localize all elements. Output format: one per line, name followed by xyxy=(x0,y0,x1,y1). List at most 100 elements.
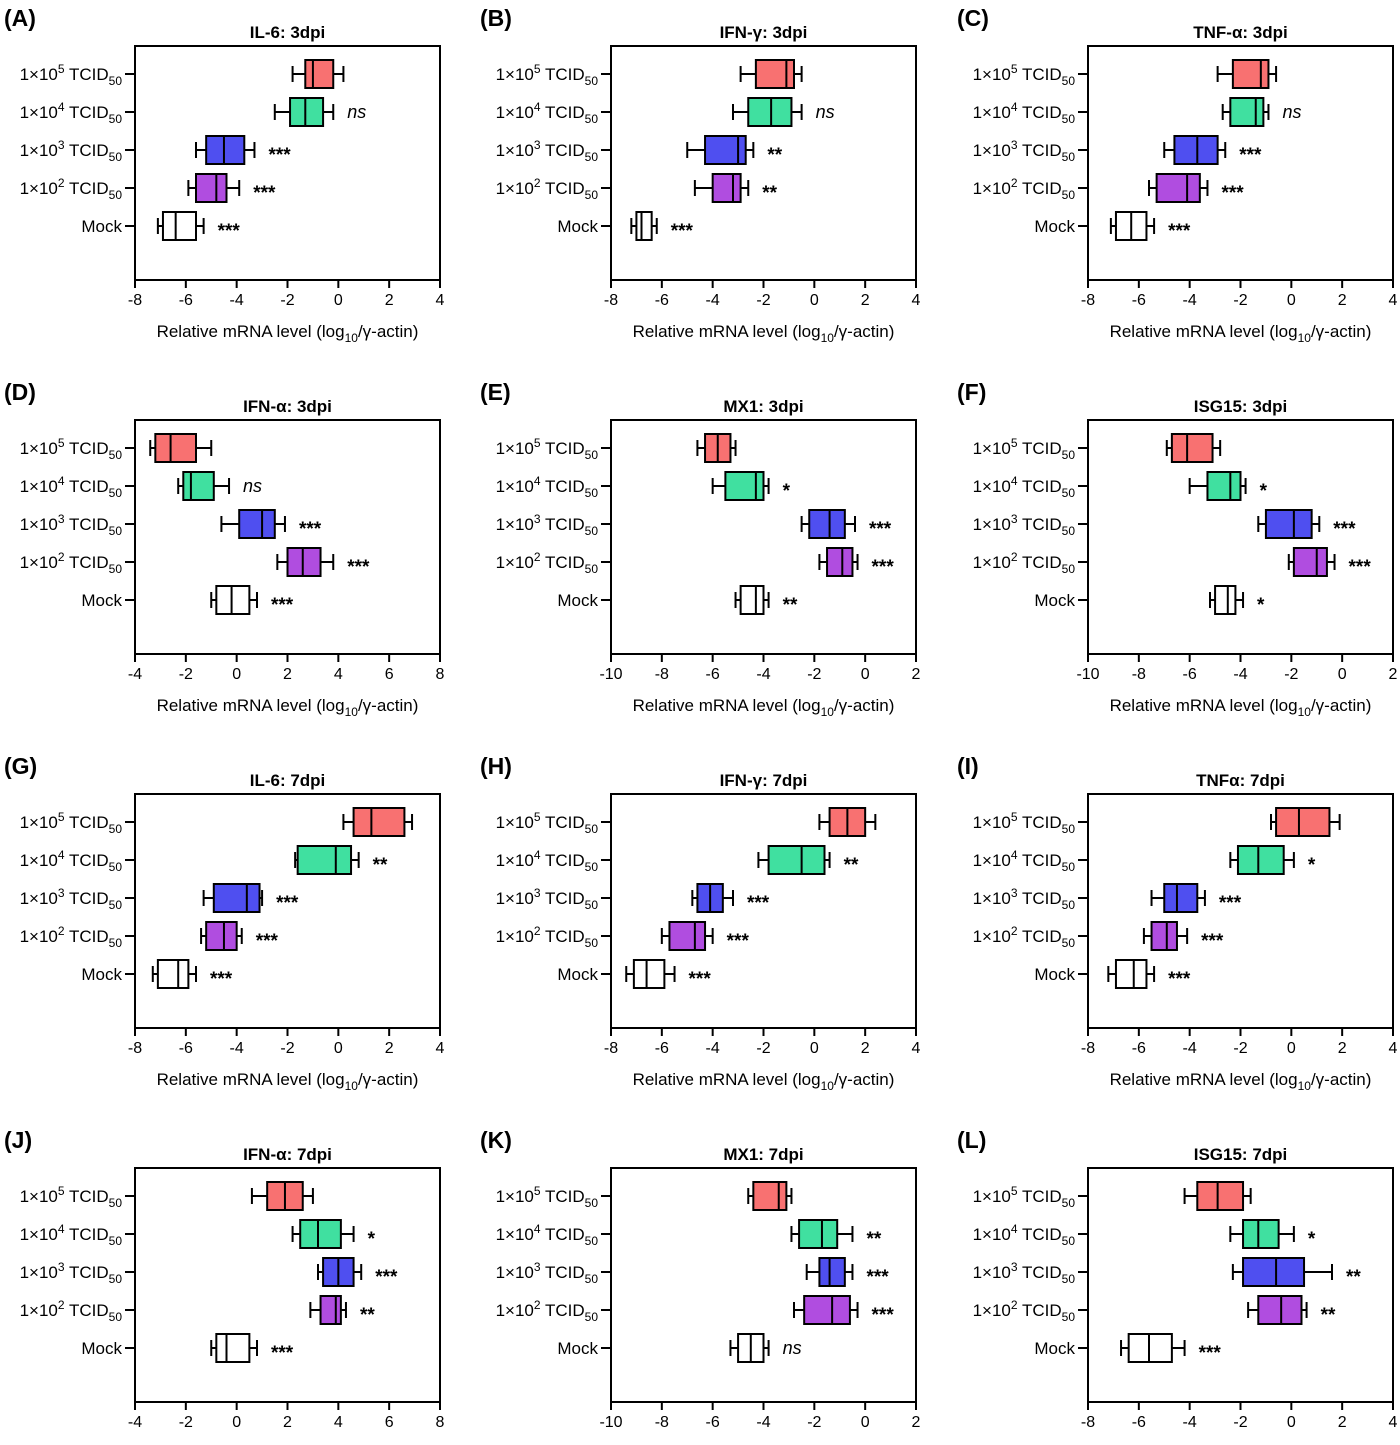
category-label-text: 1×10 xyxy=(973,813,1011,832)
x-axis-label-text: log xyxy=(1275,1070,1298,1089)
category-label-text: TCID xyxy=(69,141,109,160)
significance-label: *** xyxy=(347,557,370,578)
category-label-subscript: 50 xyxy=(1062,150,1076,164)
category-label: 1×102​ TCID50​ xyxy=(973,1298,1076,1324)
category-label-subscript: 50 xyxy=(1062,1310,1076,1324)
box xyxy=(752,1181,788,1211)
category-label-text: 1×10 xyxy=(496,1263,534,1282)
category-label-text: TCID xyxy=(69,65,109,84)
x-axis-label-text: /γ-actin) xyxy=(358,322,418,341)
category-label: 1×102​ TCID50​ xyxy=(20,176,123,202)
significance-label: ** xyxy=(360,1305,375,1326)
x-tick-label: 2 xyxy=(1338,1414,1347,1431)
category-label-superscript: 4 xyxy=(58,848,65,862)
category-label: Mock xyxy=(1034,965,1075,984)
category-label-subscript: 50 xyxy=(109,486,123,500)
category-label-superscript: 2 xyxy=(534,550,541,564)
panel-letter: (I) xyxy=(957,753,979,779)
category-label: Mock xyxy=(1034,217,1075,236)
category-label-superscript: 5 xyxy=(534,1184,541,1198)
significance-label: ** xyxy=(866,1229,881,1250)
x-tick-label: -6 xyxy=(1132,1040,1146,1057)
significance-label: ns xyxy=(816,102,835,122)
category-label-subscript: 50 xyxy=(585,448,599,462)
box xyxy=(296,845,353,875)
category-label-superscript: 3 xyxy=(1011,1260,1018,1274)
panel-title: IFN-α: 3dpi xyxy=(243,397,332,416)
x-tick-label: -6 xyxy=(706,666,720,683)
box xyxy=(803,1295,851,1325)
category-label-text: 1×10 xyxy=(496,1301,534,1320)
x-axis-label-text: /γ-actin) xyxy=(1311,696,1371,715)
category-label-text: TCID xyxy=(1022,1187,1062,1206)
category-label-text: 1×10 xyxy=(973,515,1011,534)
x-tick-label: -6 xyxy=(706,1414,720,1431)
category-label-text: 1×10 xyxy=(973,439,1011,458)
category-label-subscript: 50 xyxy=(585,1196,599,1210)
x-axis-label: Relative mRNA level (log10​/γ-actin) xyxy=(157,322,419,345)
category-label-text: 1×10 xyxy=(496,515,534,534)
significance-label: ** xyxy=(762,183,777,204)
significance-label: *** xyxy=(375,1267,398,1288)
category-label: Mock xyxy=(81,965,122,984)
category-label: 1×104​ TCID50​ xyxy=(496,474,599,500)
category-label: 1×104​ TCID50​ xyxy=(20,848,123,874)
category-label-text: TCID xyxy=(545,141,585,160)
category-label-text: 1×10 xyxy=(20,813,58,832)
panel-letter: (G) xyxy=(4,753,37,779)
x-tick-label: -8 xyxy=(604,1040,618,1057)
category-label-text: 1×10 xyxy=(20,1187,58,1206)
category-label-superscript: 5 xyxy=(534,62,541,76)
panel-letter: (J) xyxy=(4,1127,32,1153)
x-axis-label: Relative mRNA level (log10​/γ-actin) xyxy=(157,696,419,719)
box xyxy=(739,585,765,615)
x-tick-label: -4 xyxy=(706,1040,720,1057)
significance-label: *** xyxy=(866,1267,889,1288)
box xyxy=(1257,1295,1303,1325)
category-label-superscript: 5 xyxy=(58,810,65,824)
x-axis-label-text: log xyxy=(322,322,345,341)
box xyxy=(1264,509,1313,539)
category-label: 1×103​ TCID50​ xyxy=(973,1260,1076,1286)
x-tick-label: 0 xyxy=(861,1414,870,1431)
category-label-superscript: 3 xyxy=(58,886,65,900)
category-label-subscript: 50 xyxy=(109,112,123,126)
box xyxy=(818,1257,846,1287)
category-label-text: TCID xyxy=(545,439,585,458)
category-label-text: Mock xyxy=(1034,217,1075,236)
category-label-text: TCID xyxy=(1022,141,1062,160)
x-tick-label: -2 xyxy=(756,1040,770,1057)
category-label-superscript: 2 xyxy=(534,924,541,938)
category-label-text: Mock xyxy=(81,1339,122,1358)
category-label-subscript: 50 xyxy=(109,936,123,950)
significance-label: *** xyxy=(256,931,279,952)
x-tick-label: -6 xyxy=(1132,1414,1146,1431)
x-axis-label-text: log xyxy=(322,696,345,715)
chart-panel: (I) TNFα: 7dpi -8 -6 -4 -2 0 2 4 Relative mRNA le… xyxy=(957,753,1398,1093)
box xyxy=(1229,97,1265,127)
category-label-text: 1×10 xyxy=(20,141,58,160)
category-label: 1×104​ TCID50​ xyxy=(973,474,1076,500)
category-label-superscript: 4 xyxy=(534,474,541,488)
category-label: 1×102​ TCID50​ xyxy=(973,176,1076,202)
x-tick-label: 0 xyxy=(1338,666,1347,683)
box xyxy=(754,59,795,89)
significance-label: *** xyxy=(1239,145,1262,166)
box xyxy=(1173,135,1219,165)
panel-letter: (K) xyxy=(480,1127,512,1153)
category-label-text: 1×10 xyxy=(20,179,58,198)
category-label-superscript: 3 xyxy=(534,1260,541,1274)
chart-panel: (A) IL-6: 3dpi -8 -6 -4 -2 0 2 4 Relative mRNA le… xyxy=(4,5,445,345)
category-label-text: TCID xyxy=(69,1301,109,1320)
box xyxy=(668,921,707,951)
x-tick-label: -10 xyxy=(1076,666,1099,683)
category-label-superscript: 2 xyxy=(58,176,65,190)
category-label-superscript: 4 xyxy=(534,848,541,862)
category-label: 1×102​ TCID50​ xyxy=(496,924,599,950)
category-label-text: TCID xyxy=(69,1263,109,1282)
significance-label: ** xyxy=(767,145,782,166)
x-tick-label: -4 xyxy=(128,1414,142,1431)
panel-letter: (C) xyxy=(957,5,989,31)
category-label-text: 1×10 xyxy=(20,515,58,534)
